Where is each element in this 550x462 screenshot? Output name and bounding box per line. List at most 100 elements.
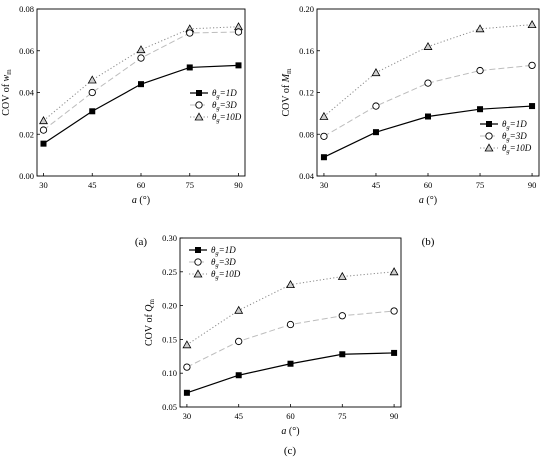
y-tick-label: 0.10 — [162, 368, 177, 378]
series-1-line — [43, 64, 239, 145]
legend-label-2: θg=3D — [502, 131, 527, 143]
x-axis-title: a (°) — [132, 195, 150, 206]
x-tick-label: 75 — [186, 180, 195, 190]
legend-marker-3 — [193, 269, 203, 278]
series-1-point — [89, 108, 96, 115]
legend-label-2: θg=3D — [211, 257, 236, 269]
legend-label-1: θg=1D — [211, 245, 236, 257]
y-tick-label: 0.25 — [162, 267, 177, 277]
legend-marker-2 — [195, 101, 203, 109]
series-2-point — [528, 61, 536, 70]
y-tick-label: 0.08 — [19, 4, 34, 14]
y-tick-label: 0.00 — [19, 171, 34, 181]
y-tick-label: 0.05 — [162, 402, 177, 412]
series-1-point — [339, 351, 346, 358]
series-2-point — [186, 29, 194, 37]
x-tick-label: 90 — [528, 180, 537, 190]
y-tick-label: 0.06 — [19, 46, 34, 56]
series-2-point — [338, 312, 346, 320]
x-tick-label: 30 — [183, 411, 192, 421]
y-tick-label: 0.20 — [162, 301, 177, 311]
x-axis-title: a (°) — [419, 195, 437, 206]
x-tick-label: 60 — [424, 180, 433, 190]
series-2-point — [88, 88, 96, 97]
x-tick-label: 45 — [234, 411, 243, 421]
y-axis-title: COV of wm — [1, 69, 13, 116]
series-2-line — [323, 64, 533, 137]
y-tick-label: 0.15 — [162, 334, 177, 344]
series-1-line — [186, 352, 395, 394]
x-axis-title: a (°) — [281, 426, 299, 437]
legend-marker-3 — [194, 112, 204, 121]
panel-b: 30 45 60 75 90 0.04 0.08 0.12 0.16 0.20 a (°) COV o… — [281, 4, 540, 248]
series-3-point — [39, 116, 48, 125]
legend-label-2: θg=3D — [212, 100, 237, 112]
x-tick-label: 60 — [137, 180, 146, 190]
y-tick-label: 0.08 — [299, 129, 314, 139]
series-2-point — [234, 28, 243, 36]
legend-marker-1 — [196, 90, 202, 96]
series-3-point — [136, 45, 146, 54]
x-tick-label: 45 — [88, 180, 97, 190]
legend-label-3: θg=10D — [502, 143, 532, 155]
series-3-point — [319, 111, 329, 120]
series-1-point — [235, 372, 242, 379]
legend-marker-2 — [194, 258, 202, 266]
series-1-point — [40, 140, 47, 147]
series-2-point — [39, 126, 48, 134]
series-2-point — [137, 54, 145, 62]
panel-label: (b) — [422, 236, 435, 248]
panel-c: 30 45 60 75 90 0.05 0.10 0.15 0.20 0.25 0.30 a (°) C… — [144, 233, 402, 457]
legend-label-1: θg=1D — [502, 119, 527, 131]
series-1 — [183, 349, 398, 396]
y-tick-label: 0.30 — [162, 233, 177, 243]
series-3-point — [371, 68, 381, 77]
series-2-point — [424, 79, 432, 87]
series-3-point — [527, 20, 537, 29]
series-2-point — [476, 66, 484, 75]
x-tick-label: 90 — [390, 411, 399, 421]
series-3-point — [475, 24, 485, 33]
series-1-point — [477, 106, 484, 113]
series-3 — [182, 267, 399, 349]
series-1 — [40, 62, 242, 147]
legend-marker-3 — [484, 143, 494, 152]
x-tick-label: 60 — [286, 411, 295, 421]
series-2-point — [183, 363, 191, 371]
series-1 — [320, 103, 536, 161]
series-2-point — [372, 102, 380, 110]
legend-marker-2 — [485, 132, 493, 140]
panel-a: 30 45 60 75 90 0.00 0.02 0.04 0.06 0.08 a (°) COV o… — [1, 4, 246, 248]
series-1-point — [235, 62, 242, 69]
x-tick-label: 30 — [39, 180, 48, 190]
series-3-point — [423, 41, 433, 50]
series-3-line — [43, 26, 239, 122]
series-1-point — [425, 113, 431, 120]
series-2-point — [286, 320, 295, 329]
series-1-point — [183, 389, 190, 396]
legend-marker-1 — [486, 121, 492, 127]
series-1-point — [391, 349, 398, 356]
series-3-point — [87, 75, 97, 84]
legend-label-3: θg=10D — [211, 269, 241, 281]
series-1-point — [287, 360, 294, 367]
legend-label-3: θg=10D — [212, 112, 242, 124]
series-1-point — [320, 154, 327, 161]
series-2 — [183, 307, 398, 371]
series-3-point — [234, 305, 244, 314]
y-tick-label: 0.12 — [299, 88, 314, 98]
series-1-point — [186, 64, 193, 71]
x-tick-label: 75 — [338, 411, 347, 421]
series-1-point — [138, 81, 144, 88]
x-tick-label: 75 — [476, 180, 485, 190]
series-3-line — [323, 24, 533, 117]
y-axis-title: COV of Qm — [144, 298, 156, 346]
y-tick-label: 0.04 — [19, 88, 35, 98]
series-2 — [39, 28, 243, 134]
x-tick-label: 90 — [234, 180, 243, 190]
series-3-point — [182, 340, 192, 349]
